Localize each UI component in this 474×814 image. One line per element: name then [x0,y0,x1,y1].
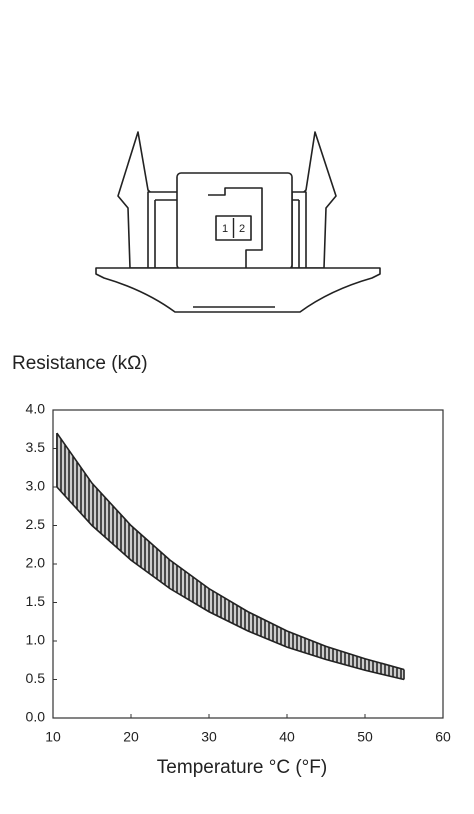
y-axis-label: Resistance (kΩ) [12,353,148,374]
y-tick-label: 3.0 [26,478,46,494]
left-rail [147,191,179,269]
x-tick-label: 30 [201,729,217,745]
band-edge [56,486,405,681]
x-tick-label: 40 [279,729,295,745]
band-edge [56,432,405,671]
y-tick-label: 4.0 [26,401,46,417]
y-tick-label: 0.5 [26,670,46,686]
y-tick-label: 0.0 [26,709,46,725]
y-tick-label: 2.0 [26,555,46,571]
x-axis-label: Temperature °C (°F) [157,757,327,778]
right-rail [291,191,307,269]
plot-frame [52,409,444,719]
flange [95,267,381,313]
pin-label: 1 [222,223,228,235]
y-tick-label: 1.0 [26,632,46,648]
x-tick-label: 60 [435,729,451,745]
x-tick-label: 50 [357,729,373,745]
y-tick-label: 3.5 [26,439,46,455]
connector-drawing: 1 2 [95,131,381,313]
y-tick-label: 1.5 [26,593,46,609]
pin-label: 2 [239,223,245,235]
plot: 0.0 0.5 1.0 1.5 2.0 2.5 3.0 3.5 4.0 10 20 30 40 50 60 [26,401,451,745]
band-fill [56,433,405,680]
x-tick-label: 20 [123,729,139,745]
y-tick-label: 2.5 [26,516,46,532]
x-tick-label: 10 [45,729,61,745]
